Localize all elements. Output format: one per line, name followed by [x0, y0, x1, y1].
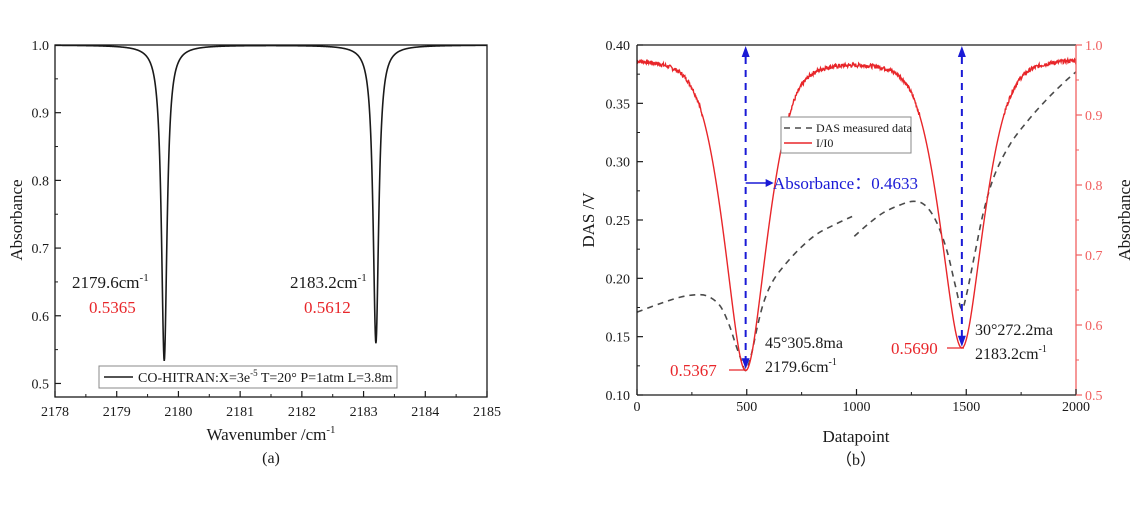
b-arrows: [741, 46, 966, 370]
b-y-axis-left-label: DAS /V: [579, 192, 598, 248]
b-peak2-value: 0.5690: [891, 339, 938, 358]
b-legend-label-ii0: I/I0: [816, 136, 833, 150]
a-x-tick-label: 2182: [288, 405, 316, 420]
b-x-tick-label: 1000: [843, 400, 871, 415]
b-arrow-1-head-up: [741, 46, 750, 57]
b-legend-box: [780, 116, 912, 154]
a-peak1-wavenumber: 2179.6cm-1: [72, 272, 149, 292]
b-x-tick-label: 1500: [952, 400, 980, 415]
b-caption: （b）: [836, 451, 876, 469]
a-axis-ticks: 2178 2179 2180 2181 2182 2183 2184 2185 0.5 0.6 0.…: [32, 39, 502, 420]
b-arrow-1-head-down: [741, 358, 750, 370]
b-y-right-tick-label: 0.6: [1085, 319, 1103, 334]
a-x-tick-label: 2181: [226, 405, 254, 420]
a-y-tick-label: 0.5: [32, 377, 50, 392]
b-y-left-tick-label: 0.15: [606, 331, 631, 346]
b-x-tick-label: 0: [634, 400, 641, 415]
b-x-tick-label: 2000: [1062, 400, 1090, 415]
a-x-tick-label: 2179: [103, 405, 131, 420]
a-caption: (a): [262, 450, 280, 467]
b-peak1-wavenumber: 2179.6cm-1: [765, 357, 837, 376]
b-legend-label-das: DAS measured data: [816, 121, 913, 135]
b-series-line-i-i0: [636, 56, 1077, 372]
b-x-tick-label: 500: [736, 400, 757, 415]
b-y-left-tick-label: 0.10: [606, 389, 631, 404]
b-peak1-angle: 45°305.8ma: [765, 335, 843, 352]
b-y-left-tick-label: 0.35: [606, 97, 631, 112]
b-peak2-angle: 30°272.2ma: [975, 322, 1053, 339]
a-legend-label: CO-HITRAN:X=3e-5 T=20° P=1atm L=3.8m: [138, 368, 393, 386]
b-x-axis-label: Datapoint: [822, 427, 889, 446]
a-peak1-value: 0.5365: [89, 298, 136, 317]
b-legend: DAS measured data I/I0: [780, 116, 913, 154]
b-peak2-wavenumber: 2183.2cm-1: [975, 344, 1047, 363]
a-peak2-wavenumber: 2183.2cm-1: [290, 272, 367, 292]
chart-b: 0 500 1000 1500 2000 0.10 0.15 0.20 0.25 0.30 0.35…: [579, 39, 1134, 469]
b-y-right-tick-label: 1.0: [1085, 39, 1103, 54]
b-arrow-2-head-up: [957, 46, 966, 57]
b-absorbance-pointer-head: [765, 179, 774, 187]
b-y-axis-right-label: Absorbance: [1115, 179, 1134, 260]
a-legend: CO-HITRAN:X=3e-5 T=20° P=1atm L=3.8m: [98, 365, 398, 389]
b-y-right-tick-label: 0.5: [1085, 389, 1103, 404]
a-y-tick-label: 0.6: [32, 310, 50, 325]
b-y-left-tick-label: 0.25: [606, 214, 631, 229]
b-y-left-tick-label: 0.30: [606, 156, 631, 171]
b-axis-ticks: 0 500 1000 1500 2000 0.10 0.15 0.20 0.25 0.30 0.35…: [606, 39, 1103, 415]
a-x-tick-label: 2184: [411, 405, 439, 420]
a-legend-box: [98, 365, 398, 389]
b-series-line-das-segment-2: [853, 71, 1077, 310]
a-y-axis-label: Absorbance: [7, 179, 26, 260]
b-y-left-tick-label: 0.40: [606, 39, 631, 54]
b-y-left-tick-label: 0.20: [606, 272, 631, 287]
b-peak1-value: 0.5367: [670, 361, 717, 380]
a-x-tick-label: 2180: [164, 405, 192, 420]
a-peak2-value: 0.5612: [304, 298, 351, 317]
b-y-right-tick-label: 0.9: [1085, 109, 1103, 124]
a-y-tick-label: 1.0: [32, 39, 50, 54]
a-y-tick-label: 0.7: [32, 242, 50, 257]
a-x-tick-label: 2185: [473, 405, 501, 420]
b-arrow-2-head-down: [957, 335, 966, 347]
a-x-tick-label: 2178: [41, 405, 69, 420]
chart-a: 2178 2179 2180 2181 2182 2183 2184 2185 0.5 0.6 0.…: [7, 39, 501, 467]
a-x-tick-label: 2183: [350, 405, 378, 420]
a-plot-frame: [54, 44, 488, 398]
a-x-axis-label: Wavenumber /cm-1: [206, 424, 335, 444]
b-y-right-tick-label: 0.7: [1085, 249, 1103, 264]
b-absorbance-annotation: Absorbance：0.4633: [773, 174, 918, 193]
a-y-tick-label: 0.9: [32, 107, 50, 122]
a-y-tick-label: 0.8: [32, 174, 50, 189]
b-y-right-tick-label: 0.8: [1085, 179, 1103, 194]
